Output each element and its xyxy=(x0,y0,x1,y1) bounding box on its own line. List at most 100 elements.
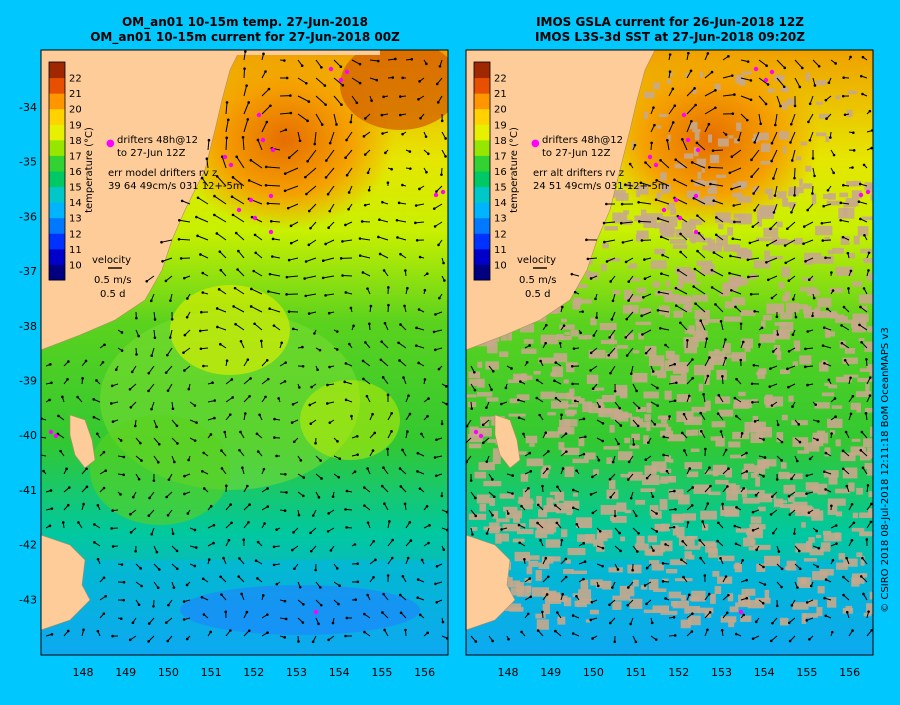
missing-data-patch xyxy=(670,208,676,214)
current-arrow-head xyxy=(692,285,695,288)
current-arrow-head xyxy=(263,468,266,471)
current-arrow-head xyxy=(737,139,740,142)
current-arrow-head xyxy=(681,432,684,435)
current-arrow-head xyxy=(167,389,170,392)
current-arrow-head xyxy=(445,385,448,388)
missing-data-patch xyxy=(667,79,671,84)
current-arrow-head xyxy=(562,467,565,470)
current-arrow-head xyxy=(444,137,447,140)
current-arrow-head xyxy=(445,403,448,406)
current-arrow-head xyxy=(750,159,753,162)
current-arrow-head xyxy=(796,586,799,589)
current-arrow-head xyxy=(131,371,134,374)
left-colorbar-tick: 14 xyxy=(69,198,82,209)
current-arrow-head xyxy=(363,504,366,507)
drifter-track-point xyxy=(434,193,438,197)
current-arrow-head xyxy=(740,322,743,325)
current-arrow-head xyxy=(290,112,293,115)
current-arrow-head xyxy=(65,468,68,471)
current-arrow-head xyxy=(681,540,684,543)
missing-data-patch xyxy=(794,340,800,351)
current-arrow-head xyxy=(849,376,852,379)
current-arrow-head xyxy=(690,70,693,73)
current-arrow-head xyxy=(866,538,869,541)
current-arrow-head xyxy=(428,524,431,527)
missing-data-patch xyxy=(649,355,664,366)
current-arrow-head xyxy=(344,508,347,511)
current-arrow-head xyxy=(823,362,826,365)
current-arrow-head xyxy=(561,306,564,309)
current-arrow-head xyxy=(266,359,269,362)
current-arrow-head xyxy=(325,159,328,162)
current-arrow-head xyxy=(223,431,226,434)
current-arrow-head xyxy=(780,586,783,589)
longitude-label: 155 xyxy=(796,666,817,679)
current-arrow-head xyxy=(366,594,369,597)
current-arrow-head xyxy=(789,513,792,516)
missing-data-patch xyxy=(589,350,606,359)
current-arrow-head xyxy=(396,219,399,222)
missing-data-patch xyxy=(486,397,498,401)
current-arrow-head xyxy=(474,515,477,518)
left-colorbar-swatch xyxy=(49,233,65,249)
current-arrow-head xyxy=(377,60,380,63)
current-arrow-head xyxy=(662,562,665,565)
current-arrow-head xyxy=(51,633,54,636)
missing-data-patch xyxy=(675,578,693,581)
current-arrow-head xyxy=(110,402,113,405)
current-arrow-head xyxy=(590,352,593,355)
missing-data-patch xyxy=(808,600,818,607)
current-arrow-head xyxy=(673,616,676,619)
current-arrow-head xyxy=(605,203,608,206)
current-arrow-head xyxy=(795,316,798,319)
current-arrow-head xyxy=(664,344,667,347)
current-arrow-head xyxy=(565,450,568,453)
current-arrow-head xyxy=(309,422,312,425)
current-arrow-head xyxy=(781,568,784,571)
missing-data-patch xyxy=(511,588,522,595)
current-arrow-head xyxy=(324,84,327,87)
current-arrow-head xyxy=(758,343,761,346)
current-arrow-head xyxy=(824,256,827,259)
right-colorbar-tick: 19 xyxy=(494,120,507,131)
current-arrow-head xyxy=(186,584,189,587)
missing-data-patch xyxy=(815,402,830,408)
current-arrow-head xyxy=(673,526,676,529)
current-arrow-head xyxy=(150,533,153,536)
current-arrow-head xyxy=(823,326,826,329)
current-arrow-head xyxy=(122,474,125,477)
current-arrow-head xyxy=(609,372,612,375)
current-arrow-head xyxy=(155,426,158,429)
current-arrow-head xyxy=(730,289,733,292)
missing-data-patch xyxy=(479,504,486,512)
current-arrow-head xyxy=(167,514,170,517)
current-arrow-head xyxy=(796,460,799,463)
current-arrow-head xyxy=(823,597,826,600)
current-arrow-head xyxy=(714,303,717,306)
current-arrow-head xyxy=(242,136,245,139)
current-arrow-head xyxy=(591,476,594,479)
current-arrow-head xyxy=(316,368,319,371)
missing-data-patch xyxy=(647,551,663,556)
missing-data-patch xyxy=(734,565,741,569)
current-arrow-head xyxy=(262,594,265,597)
current-arrow-head xyxy=(607,354,610,357)
missing-data-patch xyxy=(850,446,864,455)
current-arrow-head xyxy=(617,568,620,571)
current-arrow-head xyxy=(850,270,853,273)
missing-data-patch xyxy=(751,517,762,524)
current-arrow-head xyxy=(643,258,646,261)
current-arrow-head xyxy=(200,311,203,314)
current-arrow-head xyxy=(391,76,394,79)
current-arrow-head xyxy=(285,618,288,621)
current-arrow-head xyxy=(301,64,304,67)
current-arrow-head xyxy=(219,575,222,578)
missing-data-patch xyxy=(657,125,662,128)
current-arrow-head xyxy=(862,593,865,596)
current-arrow-head xyxy=(372,449,375,452)
current-arrow-head xyxy=(657,309,660,312)
missing-data-patch xyxy=(712,571,719,577)
current-arrow-head xyxy=(687,521,690,524)
missing-data-patch xyxy=(848,483,854,492)
